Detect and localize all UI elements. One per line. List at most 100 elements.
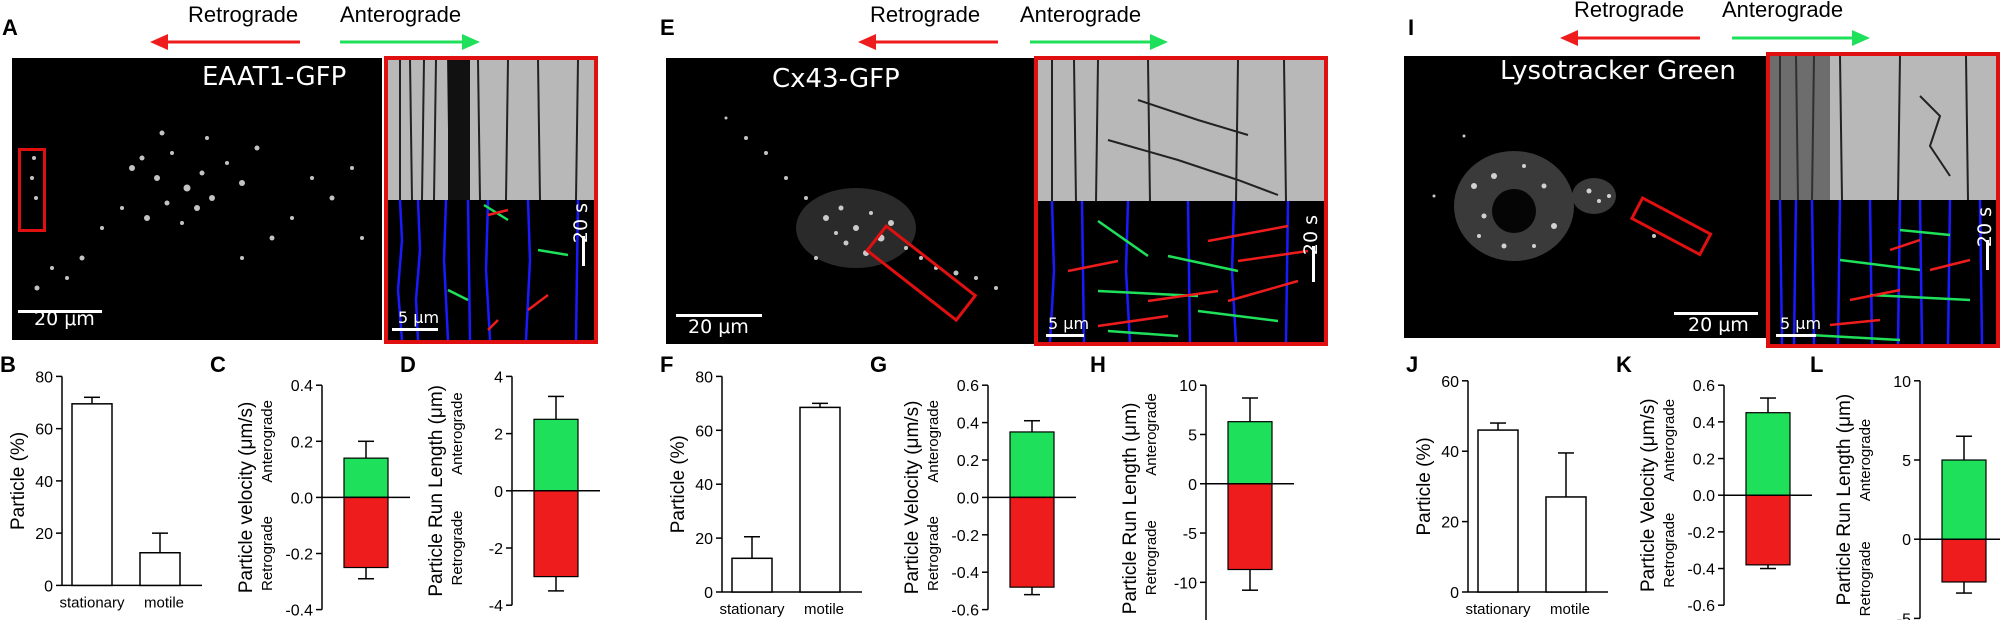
- chart-l: L 10 5 0 -5 Particle Run Length (μm) Anterogra…: [1810, 352, 2000, 620]
- cell-label: EAAT1-GFP: [202, 62, 347, 92]
- y-tick-label: 0.2: [1693, 452, 1715, 469]
- kymo-scale-bar: [1776, 334, 1816, 337]
- y-tick-label: -0.4: [285, 603, 313, 620]
- cell-fluorescence: [724, 116, 998, 290]
- y-tick-label: 20: [35, 526, 53, 543]
- panel-letter: D: [400, 352, 416, 377]
- panel-letter-i: I: [1408, 15, 1415, 40]
- retrograde-label: Retrograde: [1574, 0, 1685, 22]
- panel-letter: B: [0, 352, 16, 377]
- kymograph: 20 s 5 μm: [384, 56, 598, 344]
- y-tick-label: 10: [1179, 378, 1197, 395]
- bar-charts: B 0 20 40 60 80 Particle (%) stationary motile C 0…: [0, 350, 2000, 620]
- time-scale-bar: [1986, 240, 1989, 270]
- chart-g: G 0.6 0.4 0.2 0.0 -0.2 -0.4 -0.6 Particle Veloci…: [870, 352, 1076, 620]
- y-tick-label: 0: [1188, 477, 1197, 494]
- bar: [1477, 429, 1519, 593]
- anterograde-axis-label: Anterograde: [1143, 393, 1160, 476]
- anterograde-axis-label: Anterograde: [449, 392, 466, 475]
- chart-k: K 0.6 0.4 0.2 0.0 -0.2 -0.4 -0.6 Particle Veloci…: [1616, 352, 1812, 615]
- y-tick-label: 40: [695, 477, 713, 494]
- y-axis-label: Particle (%): [8, 432, 29, 530]
- anterograde-bar: [533, 418, 579, 492]
- y-tick-label: -5: [1897, 611, 1911, 620]
- cell-label: Lysotracker Green: [1500, 56, 1736, 86]
- anterograde-label: Anterograde: [1020, 2, 1142, 27]
- y-axis-label: Particle (%): [1414, 437, 1435, 535]
- scale-bar-label: 20 μm: [34, 308, 95, 330]
- y-tick-label: 0: [704, 585, 713, 602]
- panel-letter-e: E: [660, 15, 675, 40]
- kymograph-traced: [1038, 200, 1324, 342]
- retrograde-bar: [343, 496, 389, 569]
- scale-bar-label: 20 μm: [688, 316, 749, 338]
- time-scale-bar: [1312, 246, 1315, 282]
- panel-letter-a: A: [2, 15, 18, 40]
- x-tick-label: stationary: [719, 601, 785, 618]
- y-tick-label: 0: [1902, 532, 1911, 549]
- retrograde-arrow-icon: [1560, 30, 1578, 46]
- retrograde-axis-label: Retrograde: [1143, 520, 1160, 595]
- chart-b: B 0 20 40 60 80 Particle (%) stationary motile: [0, 352, 202, 611]
- x-tick-label: motile: [1550, 601, 1590, 618]
- roi-box: [18, 148, 46, 232]
- retrograde-axis-label: Retrograde: [449, 510, 466, 585]
- y-tick-label: 0.6: [1693, 378, 1715, 395]
- y-tick-label: 40: [35, 474, 53, 491]
- y-tick-label: 0.4: [957, 416, 979, 433]
- chart-j: J 0 20 40 60 Particle (%) stationary motile: [1406, 352, 1608, 618]
- bar: [731, 557, 773, 593]
- y-tick-label: 0.0: [957, 490, 979, 507]
- y-tick-label: 60: [35, 422, 53, 439]
- bar: [799, 406, 841, 593]
- time-scale-label: 20 s: [1300, 214, 1323, 256]
- y-tick-label: -0.2: [285, 547, 313, 564]
- anterograde-bar: [1941, 459, 1987, 540]
- scale-bar: [676, 314, 762, 317]
- y-tick-label: 20: [1441, 515, 1459, 532]
- y-tick-label: 0.0: [291, 490, 313, 507]
- retrograde-label: Retrograde: [870, 2, 981, 27]
- cell-label: Cx43-GFP: [772, 64, 900, 94]
- kymograph-raw: [1770, 56, 1996, 201]
- chart-f: F 0 20 40 60 80 Particle (%) stationary motile: [660, 352, 862, 618]
- y-tick-label: 0.2: [291, 434, 313, 451]
- anterograde-axis-label: Anterograde: [1857, 419, 1874, 502]
- y-tick-label: -0.6: [951, 603, 979, 620]
- direction-arrows: [150, 34, 480, 50]
- bar: [139, 551, 181, 587]
- kymograph-raw: [1038, 60, 1324, 203]
- y-axis-label: Particle (%): [668, 435, 689, 533]
- retrograde-axis-label: Retrograde: [1661, 513, 1678, 588]
- scale-bar: [18, 310, 102, 313]
- anterograde-bar: [1227, 421, 1273, 485]
- retrograde-bar: [1745, 494, 1791, 566]
- y-tick-label: 0: [44, 578, 53, 595]
- y-tick-label: 80: [35, 369, 53, 386]
- bar: [71, 403, 113, 587]
- kymo-scale-label: 5 μm: [1048, 314, 1090, 333]
- panel-letter: H: [1090, 352, 1106, 377]
- y-axis-label: Particle Velocity (μm/s): [902, 401, 923, 595]
- y-tick-label: -0.4: [951, 565, 979, 582]
- panel-letter: G: [870, 352, 887, 377]
- y-tick-label: 60: [1441, 374, 1459, 391]
- x-tick-label: stationary: [59, 594, 125, 611]
- kymograph-raw: [388, 60, 594, 201]
- y-tick-label: -0.4: [1687, 562, 1715, 579]
- x-tick-label: motile: [804, 601, 844, 618]
- y-tick-label: 4: [494, 369, 503, 386]
- kymograph-traced: [1770, 199, 1996, 344]
- scale-bar-label: 20 μm: [1688, 314, 1749, 336]
- micrograph-image: Cx43-GFP 20 μm: [666, 58, 1034, 344]
- y-tick-label: -2: [489, 541, 503, 558]
- retrograde-axis-label: Retrograde: [1857, 541, 1874, 616]
- y-tick-label: -10: [1174, 575, 1197, 592]
- y-tick-label: -0.2: [951, 528, 979, 545]
- retrograde-label: Retrograde: [188, 2, 299, 27]
- y-tick-label: -4: [489, 598, 503, 615]
- y-tick-label: -0.6: [1687, 598, 1715, 615]
- y-tick-label: 0.2: [957, 453, 979, 470]
- y-tick-label: 0.4: [1693, 415, 1715, 432]
